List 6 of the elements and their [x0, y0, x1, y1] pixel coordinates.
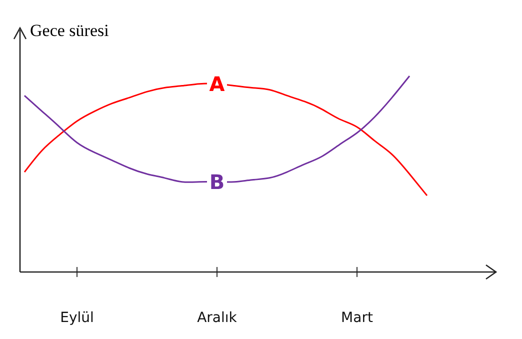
y-axis-title: Gece süresi — [30, 21, 110, 40]
series-label: B — [209, 170, 225, 194]
x-tick-label: Eylül — [60, 310, 94, 326]
x-tick-label: Aralık — [197, 310, 238, 326]
series-label: A — [209, 72, 226, 96]
x-tick-label: Mart — [341, 310, 374, 326]
